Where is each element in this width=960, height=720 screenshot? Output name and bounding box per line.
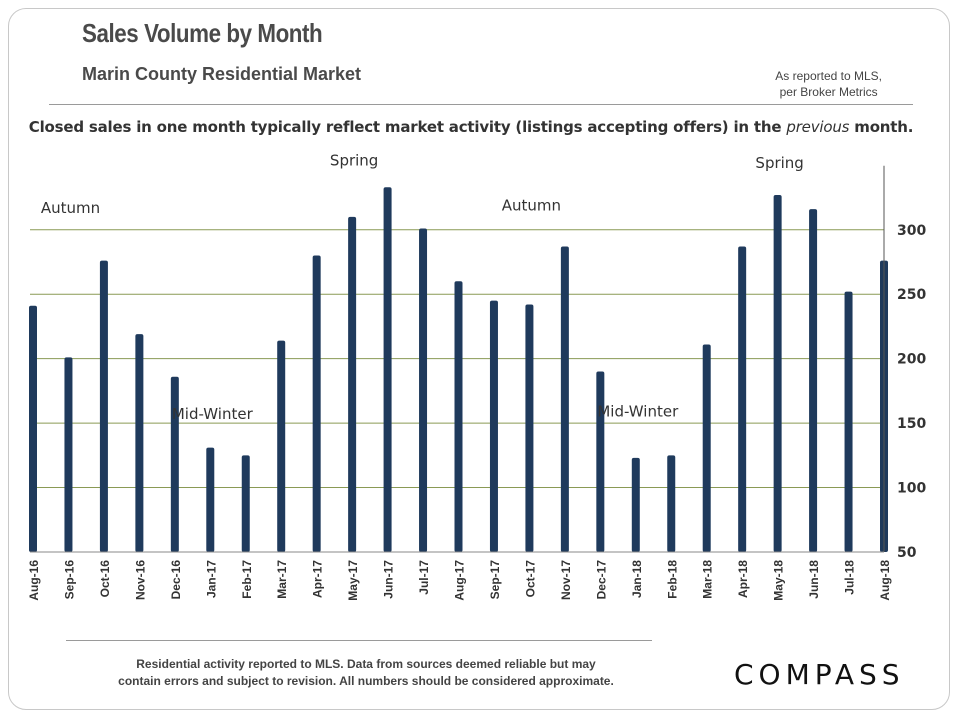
x-tick-label: Feb-18 — [665, 560, 679, 599]
y-tick-label: 150 — [897, 416, 926, 432]
header-divider — [49, 104, 913, 105]
footer-disclaimer-line-1: Residential activity reported to MLS. Da… — [136, 657, 596, 671]
chart-caption: Closed sales in one month typically refl… — [0, 118, 942, 136]
x-tick-label: May-18 — [772, 560, 786, 601]
x-tick-label: Aug-17 — [453, 560, 467, 601]
caption-text-start: Closed sales in one month typically refl… — [28, 118, 787, 136]
x-tick-label: Oct-16 — [98, 560, 112, 598]
label-layer: 50 100 150 200 250 300 Aug-16 Sep-16 Oct-16 Nov-1… — [27, 151, 926, 600]
x-tick-label: Apr-17 — [311, 560, 325, 598]
annotation-label: Autumn — [41, 199, 100, 217]
axis-layer — [30, 165, 885, 553]
bar — [809, 209, 818, 552]
x-tick-label: Mar-18 — [701, 560, 715, 599]
bar — [29, 305, 37, 552]
x-tick-label: Sep-16 — [62, 560, 76, 600]
annotation-label: Autumn — [502, 196, 561, 214]
y-tick-label: 100 — [897, 481, 926, 497]
bar — [277, 340, 286, 552]
x-tick-label: Nov-17 — [559, 560, 573, 600]
footer-divider — [66, 640, 652, 641]
bar — [348, 216, 357, 553]
bar — [64, 357, 73, 552]
bar — [844, 291, 853, 552]
x-tick-label: Apr-18 — [736, 560, 750, 598]
chart-title: Sales Volume by Month — [82, 18, 323, 48]
x-tick-label: Oct-17 — [523, 560, 537, 598]
bar — [99, 260, 108, 552]
x-tick-label: Dec-17 — [594, 560, 608, 600]
bar — [631, 457, 640, 552]
annotation-label: Mid-Winter — [172, 405, 254, 423]
caption-emphasis: previous — [786, 118, 850, 136]
x-tick-label: Sep-17 — [488, 560, 502, 600]
x-tick-label: Jan-17 — [204, 560, 218, 598]
y-tick-label: 50 — [897, 545, 917, 561]
x-tick-label: Nov-16 — [133, 560, 147, 600]
caption-text-end: month. — [849, 118, 914, 136]
source-note-line-2: per Broker Metrics — [779, 85, 878, 99]
x-tick-label: Aug-16 — [27, 560, 41, 601]
bar — [773, 194, 782, 552]
annotation-label: Mid-Winter — [597, 403, 679, 421]
bar — [596, 371, 605, 552]
annotation-label: Spring — [330, 151, 378, 169]
footer-disclaimer-line-2: contain errors and subject to revision. … — [118, 674, 614, 688]
footer-disclaimer: Residential activity reported to MLS. Da… — [66, 656, 666, 690]
x-tick-label: May-17 — [346, 560, 360, 601]
x-tick-label: Feb-17 — [240, 560, 254, 599]
y-tick-label: 250 — [897, 287, 926, 303]
bar — [560, 246, 569, 552]
x-tick-label: Jun-18 — [807, 560, 821, 599]
source-note-line-1: As reported to MLS, — [775, 69, 882, 83]
source-note: As reported to MLS, per Broker Metrics — [775, 68, 882, 100]
x-tick-label: Jul-17 — [417, 560, 431, 595]
bar — [241, 455, 250, 552]
bar — [206, 447, 215, 552]
annotation-label: Spring — [755, 154, 803, 172]
bar — [135, 334, 144, 552]
y-tick-label: 200 — [897, 352, 926, 368]
bar — [525, 304, 534, 552]
x-tick-label: Jun-17 — [382, 560, 396, 599]
bar — [667, 455, 676, 552]
x-tick-label: Jul-18 — [843, 560, 857, 595]
x-tick-label: Mar-17 — [275, 560, 289, 599]
compass-logo: COMPASS — [734, 658, 905, 691]
bar — [454, 281, 463, 552]
bar — [702, 344, 711, 552]
bar — [489, 300, 498, 552]
bar-layer — [29, 187, 888, 553]
bar — [383, 187, 392, 552]
bar — [312, 255, 321, 552]
x-tick-label: Jan-18 — [630, 560, 644, 598]
x-tick-label: Dec-16 — [169, 560, 183, 600]
bar — [419, 228, 428, 552]
bar — [738, 246, 747, 552]
x-tick-label: Aug-18 — [878, 560, 892, 601]
bar — [170, 376, 179, 552]
y-tick-label: 300 — [897, 223, 926, 239]
slide-frame — [8, 8, 950, 710]
chart-subtitle: Marin County Residential Market — [82, 64, 362, 84]
